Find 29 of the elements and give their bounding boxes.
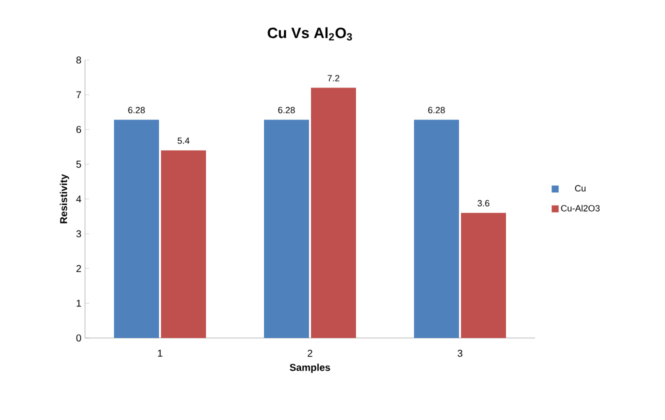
y-tick-label: 6 (76, 126, 82, 134)
bar (461, 212, 506, 338)
legend-label: Cu (575, 185, 586, 192)
x-tick-label: 2 (308, 350, 312, 357)
x-axis-title: Samples (290, 364, 330, 373)
y-tick-label: 4 (76, 196, 82, 202)
legend-label: Cu-Al2O3 (561, 204, 600, 212)
data-label: 6.28 (278, 106, 295, 114)
data-label: 6.28 (128, 106, 145, 114)
bar (311, 88, 356, 338)
bar (414, 120, 460, 338)
x-tick-label: 1 (158, 350, 162, 357)
data-label: 5.4 (178, 138, 190, 144)
bar (114, 120, 160, 338)
chart-title: Cu Vs Al$_{2}$O$_{3}$ (268, 27, 352, 41)
y-tick-label: 2 (76, 265, 81, 272)
y-tick-label: 8 (76, 56, 82, 64)
bar (264, 120, 310, 338)
y-tick-label: 7 (76, 91, 81, 98)
x-tick-label: 3 (458, 350, 462, 357)
data-label: 3.6 (478, 200, 490, 206)
y-tick-label: 5 (76, 160, 82, 168)
y-axis-title: Resistivity (60, 174, 70, 224)
data-label: 7.2 (328, 75, 340, 82)
y-tick-label: 1 (76, 300, 82, 307)
data-label: 6.28 (428, 106, 445, 114)
y-tick-label: 3 (76, 230, 82, 238)
bar (160, 150, 206, 338)
y-tick-label: 0 (76, 334, 82, 342)
